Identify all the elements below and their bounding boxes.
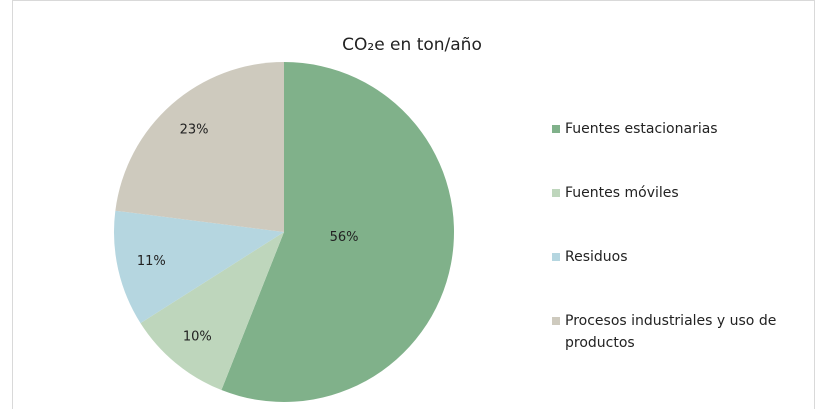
pie-slice xyxy=(115,62,284,232)
legend-item: Residuos xyxy=(552,246,812,310)
legend-label: Residuos xyxy=(565,249,628,265)
data-label: 10% xyxy=(183,329,212,344)
legend-label: Procesos industriales y uso de productos xyxy=(565,313,777,351)
legend-swatch xyxy=(552,125,560,133)
legend: Fuentes estacionarias Fuentes móviles Resi… xyxy=(552,118,812,374)
pie-slice xyxy=(114,210,284,324)
legend-swatch xyxy=(552,189,560,197)
chart-title: CO₂e en ton/año xyxy=(342,35,482,55)
chart-frame xyxy=(12,0,815,409)
legend-item: Fuentes móviles xyxy=(552,182,812,246)
legend-swatch xyxy=(552,317,560,325)
data-label: 23% xyxy=(180,122,209,137)
data-label: 11% xyxy=(137,254,166,269)
legend-label: Fuentes móviles xyxy=(565,185,679,201)
pie-slice xyxy=(221,62,454,403)
legend-swatch xyxy=(552,253,560,261)
legend-item: Procesos industriales y uso de productos xyxy=(552,310,812,374)
pie-slice xyxy=(140,232,284,391)
data-label: 56% xyxy=(330,230,359,245)
legend-label: Fuentes estacionarias xyxy=(565,121,718,137)
legend-item: Fuentes estacionarias xyxy=(552,118,812,182)
